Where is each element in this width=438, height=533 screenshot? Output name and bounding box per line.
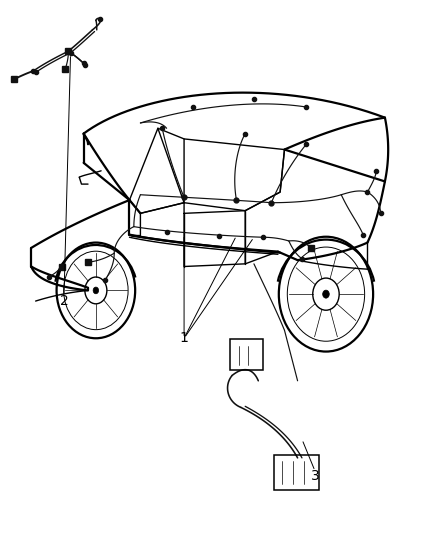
Text: 1: 1 bbox=[180, 332, 188, 345]
Text: 2: 2 bbox=[60, 294, 68, 308]
Text: 3: 3 bbox=[311, 470, 319, 483]
Circle shape bbox=[93, 287, 99, 294]
Circle shape bbox=[323, 290, 329, 298]
